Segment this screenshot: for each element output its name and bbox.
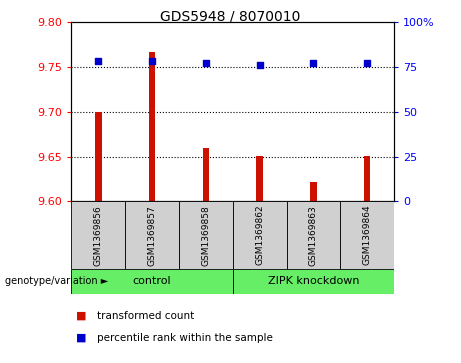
Bar [340,201,394,269]
Text: ■: ■ [76,311,87,321]
Text: percentile rank within the sample: percentile rank within the sample [97,333,273,343]
Bar [233,269,394,294]
Text: control: control [133,276,171,286]
Point [310,60,317,66]
Bar [287,201,340,269]
Bar [310,182,317,201]
Bar [71,201,125,269]
Bar [364,156,371,201]
Text: ZIPK knockdown: ZIPK knockdown [268,276,359,286]
Point [364,60,371,66]
Point [202,60,210,66]
Text: GSM1369864: GSM1369864 [363,205,372,265]
Text: ■: ■ [76,333,87,343]
Bar [256,156,263,201]
Point [256,62,263,68]
Text: GDS5948 / 8070010: GDS5948 / 8070010 [160,9,301,23]
Bar [95,112,101,201]
Text: genotype/variation ►: genotype/variation ► [5,276,108,286]
Bar [149,52,155,201]
Text: GSM1369856: GSM1369856 [94,205,103,266]
Point [148,58,156,64]
Bar [125,201,179,269]
Text: transformed count: transformed count [97,311,194,321]
Point [95,58,102,64]
Text: GSM1369858: GSM1369858 [201,205,210,266]
Text: GSM1369857: GSM1369857 [148,205,157,266]
Text: GSM1369862: GSM1369862 [255,205,264,265]
Bar [71,269,233,294]
Bar [233,201,287,269]
Bar [179,201,233,269]
Text: GSM1369863: GSM1369863 [309,205,318,266]
Bar [203,147,209,201]
